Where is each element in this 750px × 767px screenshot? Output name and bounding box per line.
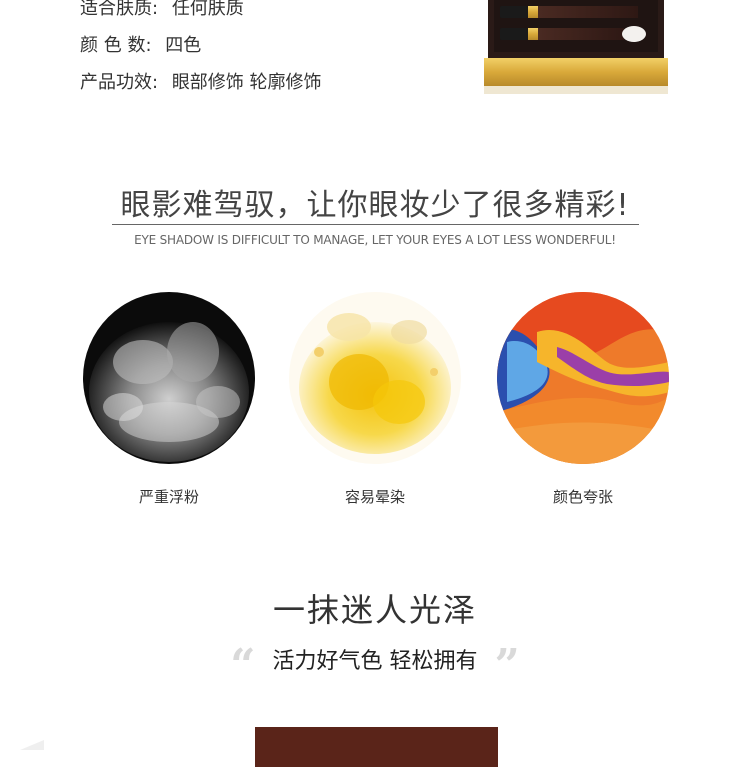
problem-caption: 颜色夸张 [552,488,613,506]
spec-label: 产品功效: [80,72,159,93]
spec-value: 任何肤质 [171,0,244,19]
spec-skin-type: 适合肤质: 任何肤质 [80,0,244,20]
section-subtitle: EYE SHADOW IS DIFFICULT TO MANAGE, LET Y… [134,233,616,247]
problem-caption: 容易晕染 [344,488,405,506]
problem-image-smudge [289,292,461,464]
spec-value: 四色 [165,35,202,56]
problem-image-powder [83,292,255,464]
spec-effect: 产品功效: 眼部修饰 轮廓修饰 [80,68,322,94]
problem-caption: 严重浮粉 [138,488,199,506]
spec-value: 眼部修饰 轮廓修饰 [171,72,322,93]
close-quote-icon: ” [494,640,520,691]
spec-color-count: 颜 色 数: 四色 [80,31,201,57]
spec-label: 适合肤质: [80,0,159,19]
decorative-corner [20,740,44,750]
eyeshadow-palette-image [484,0,668,100]
slogan-title: 一抹迷人光泽 [272,591,477,629]
section-title: 眼影难驾驭，让你眼妆少了很多精彩! [120,188,630,223]
spec-label: 颜 色 数: [80,35,152,56]
title-underline [112,224,639,225]
problem-image-color [497,292,669,464]
slogan-quote-text: 活力好气色 轻松拥有 [272,649,478,674]
open-quote-icon: “ [230,640,256,691]
product-box-image [255,727,498,767]
slogan-quote: “ 活力好气色 轻松拥有 ” [0,640,750,691]
